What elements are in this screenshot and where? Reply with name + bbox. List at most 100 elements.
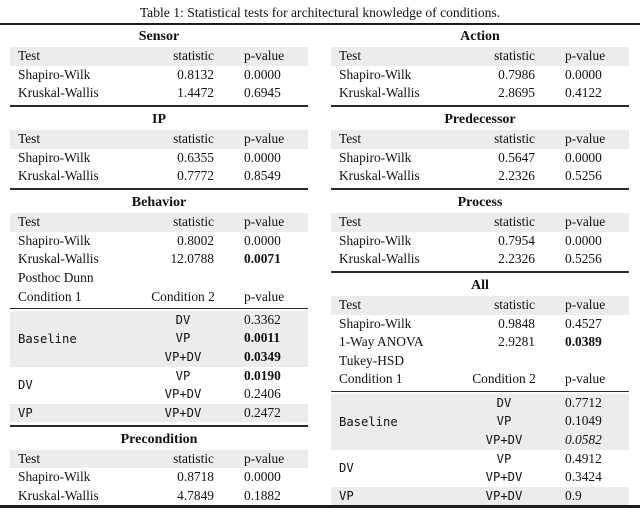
cell-statistic: 0.8002 bbox=[177, 232, 214, 248]
header-pvalue: p-value bbox=[565, 48, 606, 64]
cell-test: Kruskal-Wallis bbox=[18, 487, 99, 503]
cell-statistic: 4.7849 bbox=[177, 487, 214, 503]
section-title-sensor: Sensor bbox=[138, 29, 180, 45]
table-header-row: Test statistic p-value bbox=[331, 213, 629, 232]
cell-test: Shapiro-Wilk bbox=[18, 469, 91, 485]
cell-pvalue: 0.4122 bbox=[565, 85, 602, 101]
cell-pvalue-significant: 0.0011 bbox=[244, 330, 281, 346]
condition-2-label: DV bbox=[175, 312, 191, 327]
condition-2-label: VP bbox=[175, 368, 191, 383]
cell-pvalue: 0.8549 bbox=[244, 168, 281, 184]
table-row: Shapiro-Wilk 0.7954 0.0000 bbox=[331, 232, 629, 251]
cell-statistic: 2.9281 bbox=[498, 334, 535, 350]
cell-test: Kruskal-Wallis bbox=[339, 168, 420, 184]
header-condition-1: Condition 1 bbox=[339, 371, 403, 387]
section-divider bbox=[10, 424, 308, 427]
condition-1-label: Baseline bbox=[18, 331, 77, 346]
header-statistic: statistic bbox=[494, 297, 535, 313]
header-test: Test bbox=[18, 450, 41, 466]
cell-pvalue: 0.4912 bbox=[565, 450, 602, 466]
cell-pvalue: 0.1049 bbox=[565, 413, 602, 429]
condition-1-label: DV bbox=[18, 378, 33, 393]
posthoc-row: VP 0.4912 bbox=[473, 450, 629, 469]
cell-test: Kruskal-Wallis bbox=[339, 251, 420, 267]
header-condition-2: Condition 2 bbox=[472, 371, 536, 387]
posthoc-method-label: Tukey-HSD bbox=[339, 352, 404, 368]
condition-2-label: VP bbox=[496, 451, 512, 466]
header-pvalue: p-value bbox=[244, 48, 285, 64]
cell-pvalue: 0.0000 bbox=[565, 149, 602, 165]
cell-pvalue: 0.0000 bbox=[244, 149, 281, 165]
posthoc-row: VP+DV 0.0349 bbox=[152, 348, 308, 367]
table-header-row: Test statistic p-value bbox=[10, 47, 308, 66]
section-divider bbox=[331, 188, 629, 191]
header-condition-2: Condition 2 bbox=[151, 288, 215, 304]
cell-test: Shapiro-Wilk bbox=[339, 315, 412, 331]
posthoc-row: VP+DV 0.3424 bbox=[473, 468, 629, 487]
header-test: Test bbox=[339, 297, 362, 313]
posthoc-header-row: Condition 1 Condition 2 p-value bbox=[331, 370, 629, 389]
condition-1-label: VP bbox=[18, 406, 33, 421]
cell-pvalue: 0.0000 bbox=[565, 66, 602, 82]
cell-test: 1-Way ANOVA bbox=[339, 334, 424, 350]
table-row: Shapiro-Wilk 0.8132 0.0000 bbox=[10, 66, 308, 85]
posthoc-method-row: Posthoc Dunn bbox=[10, 269, 308, 288]
header-pvalue: p-value bbox=[565, 131, 606, 147]
cell-pvalue: 0.0000 bbox=[244, 232, 281, 248]
cell-pvalue: 0.0000 bbox=[244, 469, 281, 485]
condition-2-label: VP+DV bbox=[164, 350, 202, 365]
section-behavior: Behavior Test statistic p-value Shapiro-… bbox=[10, 193, 308, 427]
cell-pvalue: 0.5256 bbox=[565, 168, 602, 184]
table-header-row: Test statistic p-value bbox=[10, 130, 308, 149]
header-test: Test bbox=[339, 214, 362, 230]
section-ip: IP Test statistic p-value Shapiro-Wilk 0… bbox=[10, 110, 308, 191]
cell-pvalue: 0.2406 bbox=[244, 386, 281, 402]
header-test: Test bbox=[339, 48, 362, 64]
posthoc-divider bbox=[10, 307, 308, 309]
condition-2-label: VP+DV bbox=[164, 387, 202, 402]
section-title-predecessor: Predecessor bbox=[444, 112, 516, 128]
cell-pvalue: 0.7712 bbox=[565, 394, 602, 410]
cell-test: Kruskal-Wallis bbox=[18, 168, 99, 184]
header-test: Test bbox=[18, 214, 41, 230]
header-pvalue: p-value bbox=[565, 371, 606, 387]
table-row: Kruskal-Wallis 12.0788 0.0071 bbox=[10, 250, 308, 269]
section-title-ip: IP bbox=[152, 112, 166, 128]
condition-2-label: VP+DV bbox=[485, 470, 523, 485]
posthoc-group-baseline: Baseline DV 0.7712 VP 0.1049 VP+DV 0.058 bbox=[331, 393, 629, 450]
cell-statistic: 2.2326 bbox=[498, 251, 535, 267]
condition-2-label: DV bbox=[496, 395, 512, 410]
cell-pvalue: 0.3362 bbox=[244, 311, 281, 327]
cell-test: Kruskal-Wallis bbox=[18, 85, 99, 101]
condition-2-label: VP bbox=[496, 414, 512, 429]
header-pvalue: p-value bbox=[244, 131, 285, 147]
cell-pvalue: 0.6945 bbox=[244, 85, 281, 101]
condition-2-label: VP+DV bbox=[485, 488, 523, 503]
table-header-row: Test statistic p-value bbox=[10, 213, 308, 232]
table-header-row: Test statistic p-value bbox=[331, 47, 629, 66]
posthoc-group-dv: DV VP 0.0190 VP+DV 0.2406 bbox=[10, 367, 308, 404]
posthoc-row: VP+DV 0.0582 bbox=[473, 431, 629, 450]
table-row: Kruskal-Wallis 2.8695 0.4122 bbox=[331, 84, 629, 103]
header-statistic: statistic bbox=[173, 214, 214, 230]
section-title-behavior: Behavior bbox=[131, 195, 187, 211]
table-row: Kruskal-Wallis 1.4472 0.6945 bbox=[10, 84, 308, 103]
cell-statistic: 0.7954 bbox=[498, 232, 535, 248]
table-row: Shapiro-Wilk 0.6355 0.0000 bbox=[10, 149, 308, 168]
posthoc-row: VP+DV 0.9 bbox=[473, 487, 629, 506]
condition-1-label: VP bbox=[339, 489, 354, 504]
table-row: Shapiro-Wilk 0.5647 0.0000 bbox=[331, 149, 629, 168]
cell-pvalue: 0.2472 bbox=[244, 404, 281, 420]
section-divider bbox=[10, 105, 308, 108]
header-statistic: statistic bbox=[494, 214, 535, 230]
cell-pvalue-significant: 0.0190 bbox=[244, 367, 281, 383]
right-column: Action Test statistic p-value Shapiro-Wi… bbox=[331, 27, 629, 506]
posthoc-row: VP 0.0011 bbox=[152, 329, 308, 348]
cell-pvalue: 0.0000 bbox=[244, 66, 281, 82]
header-test: Test bbox=[18, 131, 41, 147]
header-pvalue: p-value bbox=[565, 297, 606, 313]
table-row: 1-Way ANOVA 2.9281 0.0389 bbox=[331, 333, 629, 352]
posthoc-group-baseline: Baseline DV 0.3362 VP 0.0011 VP+DV 0.034 bbox=[10, 310, 308, 367]
cell-pvalue: 0.4527 bbox=[565, 315, 602, 331]
